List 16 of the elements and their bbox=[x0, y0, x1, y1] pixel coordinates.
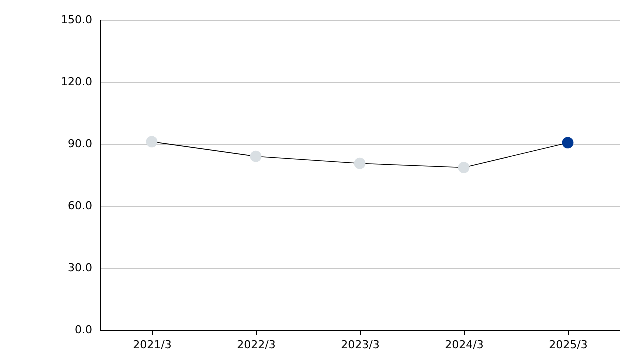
y-tick-label: 150.0 bbox=[61, 14, 92, 26]
y-tick-label: 90.0 bbox=[68, 138, 92, 150]
point bbox=[354, 158, 366, 170]
y-tick-label: 30.0 bbox=[68, 262, 92, 274]
point bbox=[146, 136, 158, 148]
y-tick-label: 120.0 bbox=[61, 76, 92, 88]
x-tick-label: 2025/3 bbox=[549, 338, 588, 352]
y-tick-label: 60.0 bbox=[68, 200, 92, 212]
x-tick-label: 2023/3 bbox=[341, 338, 380, 352]
x-tick-label: 2022/3 bbox=[237, 338, 276, 352]
x-tick-label: 2024/3 bbox=[445, 338, 484, 352]
x-tick-label: 2021/3 bbox=[133, 338, 172, 352]
y-tick-label: 0.0 bbox=[75, 324, 92, 336]
point bbox=[458, 162, 470, 174]
point bbox=[250, 150, 262, 162]
point bbox=[562, 137, 574, 149]
